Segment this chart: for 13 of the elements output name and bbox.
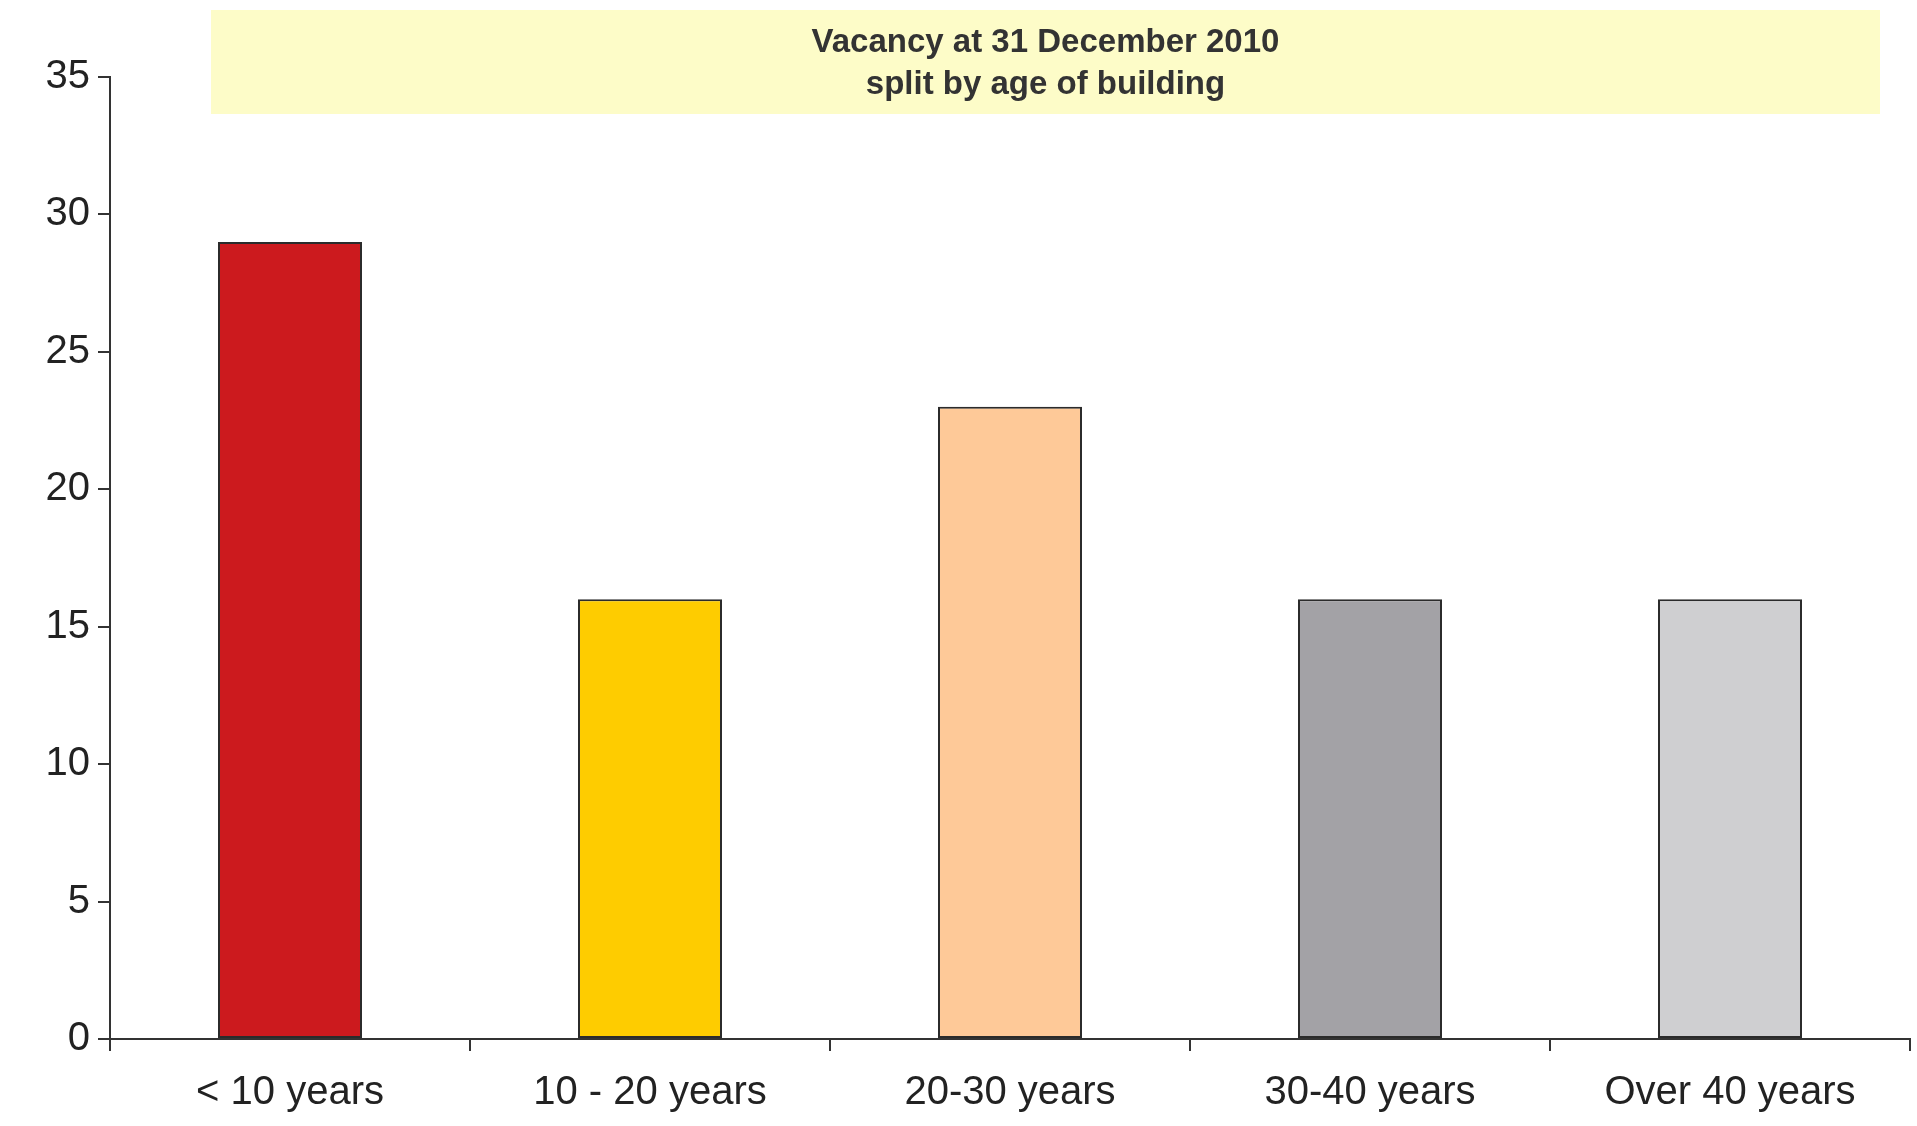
y-tick-label: 15 (45, 601, 90, 646)
x-tick-label: 20-30 years (904, 1068, 1116, 1113)
x-tick-label: 30-40 years (1264, 1068, 1476, 1113)
y-tick-label: 30 (45, 189, 90, 234)
y-tick-label: 20 (45, 464, 90, 509)
y-tick-label: 35 (45, 52, 90, 97)
y-tick-label: 5 (67, 876, 90, 921)
y-tick-label: 25 (45, 326, 90, 371)
y-tick-label: 0 (67, 1014, 90, 1059)
x-tick-label: < 10 years (196, 1068, 384, 1113)
y-tick-label: 10 (45, 739, 90, 784)
x-tick-label: 10 - 20 years (533, 1068, 767, 1113)
x-tick-label: Over 40 years (1604, 1068, 1856, 1113)
